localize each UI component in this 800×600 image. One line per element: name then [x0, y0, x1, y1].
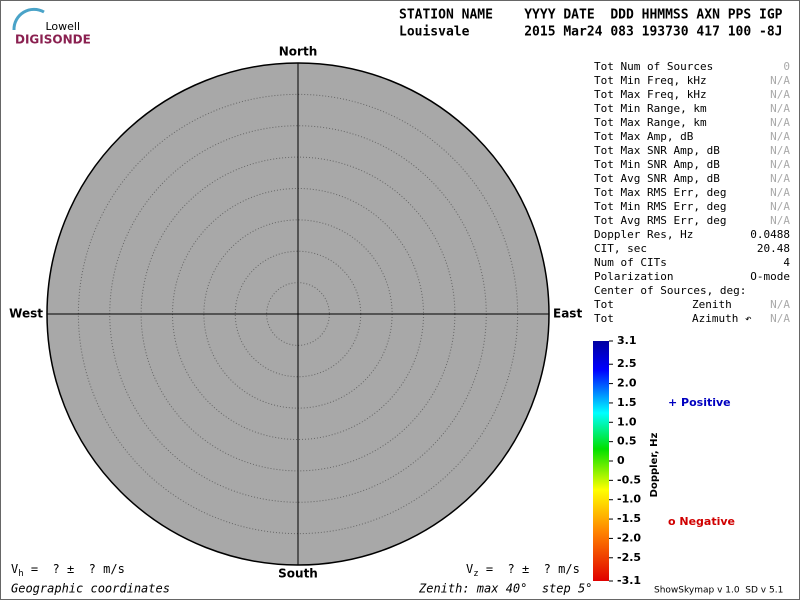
- stat-label: Tot Min Range, km: [594, 102, 707, 115]
- stat-value: N/A: [770, 214, 790, 227]
- colorbar-tick-label: 1.0: [617, 415, 637, 428]
- west-label: West: [9, 307, 43, 321]
- zenith-info: Zenith: max 40° step 5°: [418, 582, 592, 596]
- stat-label: Tot Max RMS Err, deg: [594, 186, 726, 199]
- stat-value: N/A: [770, 102, 790, 115]
- colorbar-tick-label: -3.1: [617, 574, 641, 587]
- center-name: Azimuth ↶: [692, 312, 752, 325]
- stat-value: N/A: [770, 130, 790, 143]
- stat-label: CIT, sec: [594, 242, 647, 255]
- stat-value: N/A: [770, 144, 790, 157]
- stat-label: Tot Max Amp, dB: [594, 130, 694, 143]
- stat-value: O-mode: [750, 270, 790, 283]
- header-values: Louisvale 2015 Mar24 083 193730 417 100 …: [399, 25, 783, 40]
- stat-value: N/A: [770, 186, 790, 199]
- center-value: N/A: [770, 312, 790, 325]
- colorbar-tick-label: -2.5: [617, 551, 641, 564]
- stat-label: Tot Max SNR Amp, dB: [594, 144, 720, 157]
- colorbar-tick-label: 0.5: [617, 435, 637, 448]
- header-labels: STATION NAME YYYY DATE DDD HHMMSS AXN PP…: [399, 8, 783, 23]
- stat-value: N/A: [770, 200, 790, 213]
- east-label: East: [553, 307, 582, 321]
- colorbar: [593, 341, 609, 581]
- colorbar-tick-label: -2.0: [617, 531, 641, 544]
- legend-negative: o Negative: [668, 515, 735, 528]
- north-label: North: [279, 45, 317, 59]
- stat-label: Tot Min Freq, kHz: [594, 74, 707, 87]
- stat-label: Tot Avg SNR Amp, dB: [594, 172, 720, 185]
- colorbar-tick-label: -1.0: [617, 493, 641, 506]
- legend-positive: + Positive: [668, 396, 731, 409]
- center-value: N/A: [770, 298, 790, 311]
- stat-value: 0: [783, 60, 790, 73]
- stat-value: 0.0488: [750, 228, 790, 241]
- stat-value: 4: [783, 256, 790, 269]
- stat-value: N/A: [770, 172, 790, 185]
- colorbar-tick-label: 2.5: [617, 357, 637, 370]
- colorbar-tick-label: -1.5: [617, 512, 641, 525]
- stat-label: Tot Avg RMS Err, deg: [594, 214, 726, 227]
- stat-value: N/A: [770, 74, 790, 87]
- vh: Vh = ? ± ? m/s: [11, 562, 125, 579]
- version: ShowSkymap v 1.0 SD v 5.1: [654, 586, 783, 596]
- stat-value: N/A: [770, 158, 790, 171]
- stat-label: Tot Min RMS Err, deg: [594, 200, 726, 213]
- colorbar-title: Doppler, Hz: [649, 433, 660, 498]
- center-name: Zenith: [692, 298, 732, 311]
- stat-value: N/A: [770, 88, 790, 101]
- center-heading: Center of Sources, deg:: [594, 284, 746, 297]
- center-label: Tot: [594, 298, 614, 311]
- logo-top: Lowell: [45, 20, 80, 33]
- stat-label: Tot Min SNR Amp, dB: [594, 158, 720, 171]
- stat-value: N/A: [770, 116, 790, 129]
- colorbar-tick-label: 2.0: [617, 377, 637, 390]
- colorbar-tick-label: 1.5: [617, 396, 637, 409]
- stat-label: Tot Max Range, km: [594, 116, 707, 129]
- stat-label: Num of CITs: [594, 256, 667, 269]
- logo-bottom: DIGISONDE: [15, 33, 91, 47]
- colorbar-tick-label: -0.5: [617, 473, 641, 486]
- south-label: South: [278, 567, 318, 581]
- stat-label: Doppler Res, Hz: [594, 228, 693, 241]
- vz: Vz = ? ± ? m/s: [466, 562, 580, 579]
- coordinates: Geographic coordinates: [11, 582, 170, 596]
- colorbar-tick-label: 3.1: [617, 334, 637, 347]
- stat-label: Tot Num of Sources: [594, 60, 713, 73]
- stat-label: Tot Max Freq, kHz: [594, 88, 707, 101]
- stat-value: 20.48: [757, 242, 790, 255]
- center-label: Tot: [594, 312, 614, 325]
- stat-label: Polarization: [594, 270, 673, 283]
- colorbar-tick-label: 0: [617, 454, 625, 467]
- logo-swoosh: [12, 7, 45, 31]
